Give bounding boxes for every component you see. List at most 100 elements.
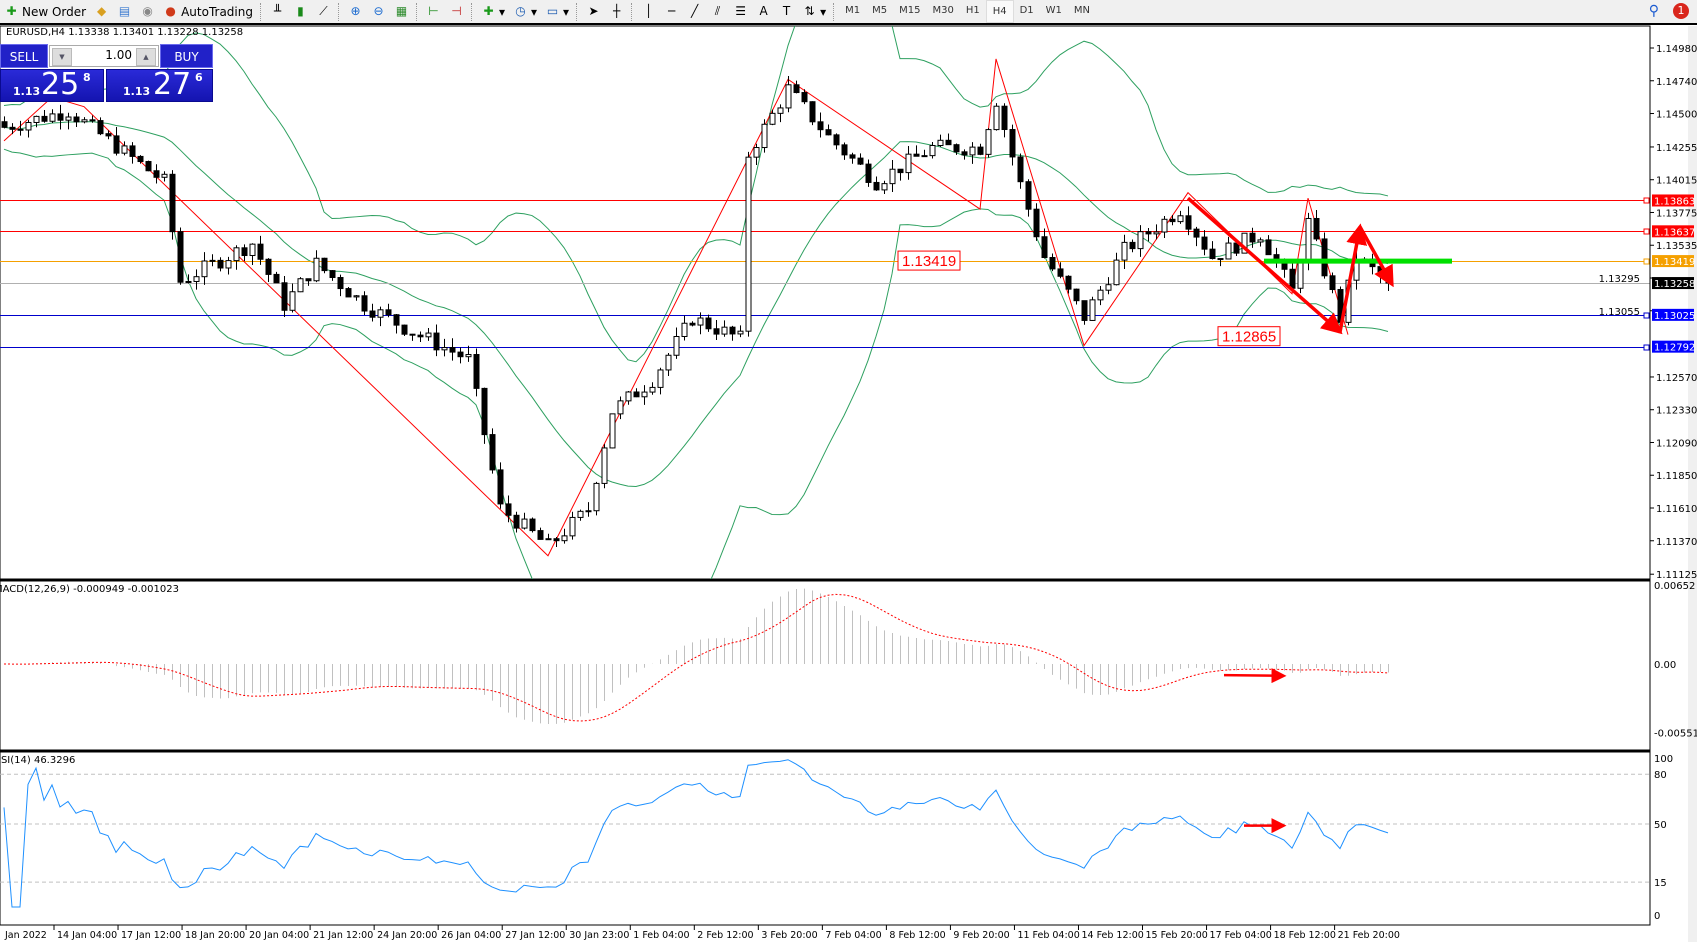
volume-decrease-button[interactable]: ▼ xyxy=(52,48,72,66)
price-tick-label: 1.14740 xyxy=(1656,77,1697,88)
template-icon: ▭ xyxy=(546,4,559,18)
price-tick-label: 1.12330 xyxy=(1656,406,1697,417)
new-order-button[interactable]: ✚ New Order xyxy=(0,1,90,22)
candle-bear xyxy=(1057,268,1064,277)
sell-price[interactable]: 1.13 25 8 xyxy=(0,67,104,102)
timeframe-mn[interactable]: MN xyxy=(1073,5,1091,16)
bar-chart-icon: ╨ xyxy=(273,4,282,18)
candle-chart-button[interactable]: ▮ xyxy=(289,1,312,22)
chart-shift-button[interactable]: ⊣ xyxy=(445,1,468,22)
clock-icon: ◷ xyxy=(515,4,526,18)
price-line-label: 1.13637 xyxy=(1654,227,1695,238)
candle-bull xyxy=(441,347,448,351)
indicators-button[interactable]: ✚ ▾ xyxy=(477,1,509,22)
rsi-tick-label: 0 xyxy=(1654,911,1660,922)
candle-bear xyxy=(865,163,872,183)
arrows-button[interactable]: ⇅ ▾ xyxy=(798,1,830,22)
vertical-line-button[interactable]: │ xyxy=(637,1,660,22)
meta-editor-button[interactable]: ◆ xyxy=(90,1,113,22)
time-tick-label: Jan 2022 xyxy=(4,930,47,941)
zoom-out-button[interactable]: ⊖ xyxy=(367,1,390,22)
zoom-in-button[interactable]: ⊕ xyxy=(344,1,367,22)
volume-increase-button[interactable]: ▲ xyxy=(136,48,156,66)
timeframe-m5[interactable]: M5 xyxy=(872,5,888,16)
price-line-label: 1.13419 xyxy=(1654,257,1695,268)
candle-bull xyxy=(641,391,648,398)
candle-bear xyxy=(273,273,280,284)
candle-bull xyxy=(665,354,672,371)
candle-bear xyxy=(1145,231,1152,235)
templates-button[interactable]: ▭ ▾ xyxy=(546,4,570,19)
candle-bear xyxy=(401,324,408,335)
candle-bull xyxy=(969,146,976,156)
candle-bear xyxy=(1209,248,1216,260)
time-tick-label: 9 Feb 20:00 xyxy=(953,930,1009,941)
candle-bear xyxy=(481,387,488,436)
volume-field[interactable]: ▼ 1.00 ▲ xyxy=(49,45,159,67)
timeframe-h1[interactable]: H1 xyxy=(965,5,980,16)
bollinger-middle xyxy=(3,121,1389,488)
candle-bull xyxy=(1097,289,1104,301)
crosshair-button[interactable]: ┼ xyxy=(605,1,628,22)
sell-button[interactable]: SELL xyxy=(0,44,48,68)
horizontal-line-button[interactable]: ─ xyxy=(660,1,683,22)
price-tick-label: 1.13535 xyxy=(1656,241,1697,252)
candle-bull xyxy=(521,518,528,529)
candle-bear xyxy=(1329,275,1336,291)
candle-bull xyxy=(937,139,944,147)
candle-bear xyxy=(17,128,24,131)
candle-bear xyxy=(1217,258,1224,261)
macd-signal-line xyxy=(3,593,1389,722)
timeframe-m30[interactable]: M30 xyxy=(932,5,954,16)
candle-bear xyxy=(329,270,336,279)
cursor-button[interactable]: ➤ xyxy=(582,1,605,22)
buy-price-pip: 6 xyxy=(195,71,203,84)
candle-bull xyxy=(673,336,680,356)
candle-bear xyxy=(1081,300,1088,321)
timeframe-d1[interactable]: D1 xyxy=(1019,5,1034,16)
candle-bear xyxy=(529,518,536,532)
candle-bear xyxy=(953,144,960,153)
candle-bull xyxy=(601,447,608,484)
candle-bull xyxy=(289,291,296,311)
text-label-button[interactable]: T xyxy=(775,1,798,22)
text-button[interactable]: A xyxy=(752,1,775,22)
horizontal-line-icon: ─ xyxy=(667,4,676,18)
candle-bear xyxy=(849,154,856,159)
timeframe-bar: M1 M5 M15 M30 H1 H4 D1 W1 MN xyxy=(839,0,1096,23)
candle-bull xyxy=(905,153,912,174)
price-tick-label: 1.14255 xyxy=(1656,143,1697,154)
one-click-trading-panel: SELL ▼ 1.00 ▲ BUY 1.13 25 8 1.13 27 6 xyxy=(0,44,213,102)
market-watch-button[interactable]: ▤ xyxy=(113,1,136,22)
signals-button[interactable]: ◉ xyxy=(136,1,159,22)
candle-bear xyxy=(41,115,48,122)
line-chart-button[interactable]: ⟋ xyxy=(312,1,335,22)
macd-pane xyxy=(0,580,1651,751)
timeframe-h4[interactable]: H4 xyxy=(985,0,1014,23)
candle-bull xyxy=(721,326,728,335)
search-icon[interactable]: ⚲ xyxy=(1648,2,1659,19)
auto-scroll-button[interactable]: ⊢ xyxy=(422,1,445,22)
buy-price[interactable]: 1.13 27 6 xyxy=(106,67,213,102)
tile-windows-button[interactable]: ▦ xyxy=(390,1,413,22)
trendline-button[interactable]: ╱ xyxy=(683,1,706,22)
autotrading-button[interactable]: ● AutoTrading xyxy=(159,1,257,22)
candle-bull xyxy=(1305,217,1312,264)
buy-button[interactable]: BUY xyxy=(160,44,213,68)
candle-bear xyxy=(713,328,720,335)
notifications-badge[interactable]: 1 xyxy=(1673,2,1689,19)
timeframe-m1[interactable]: M1 xyxy=(845,5,861,16)
time-tick-label: 18 Feb 12:00 xyxy=(1274,930,1336,941)
candle-bull xyxy=(49,113,56,122)
equidistant-channel-button[interactable]: ⫽ xyxy=(706,1,729,22)
timeframe-m15[interactable]: M15 xyxy=(899,5,921,16)
fibonacci-button[interactable]: ☰ xyxy=(729,1,752,22)
candle-bear xyxy=(97,120,104,135)
time-tick-label: 2 Feb 12:00 xyxy=(697,930,753,941)
bar-chart-button[interactable]: ╨ xyxy=(266,1,289,22)
candle-bull xyxy=(777,107,784,114)
periods-button[interactable]: ◷ ▾ xyxy=(509,1,541,22)
candle-bear xyxy=(449,347,456,353)
timeframe-w1[interactable]: W1 xyxy=(1045,5,1062,16)
